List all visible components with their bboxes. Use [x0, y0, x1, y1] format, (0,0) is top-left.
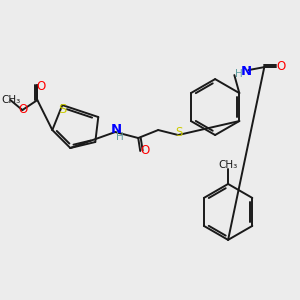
Text: S: S	[58, 103, 67, 116]
Text: O: O	[19, 103, 28, 116]
Text: H: H	[236, 69, 243, 79]
Text: S: S	[176, 125, 183, 139]
Text: N: N	[111, 122, 122, 136]
Text: O: O	[141, 143, 150, 157]
Text: N: N	[241, 64, 252, 78]
Text: H: H	[116, 132, 124, 142]
Text: O: O	[277, 60, 286, 73]
Text: CH₃: CH₃	[2, 95, 21, 105]
Text: CH₃: CH₃	[218, 160, 238, 170]
Text: O: O	[37, 80, 46, 93]
